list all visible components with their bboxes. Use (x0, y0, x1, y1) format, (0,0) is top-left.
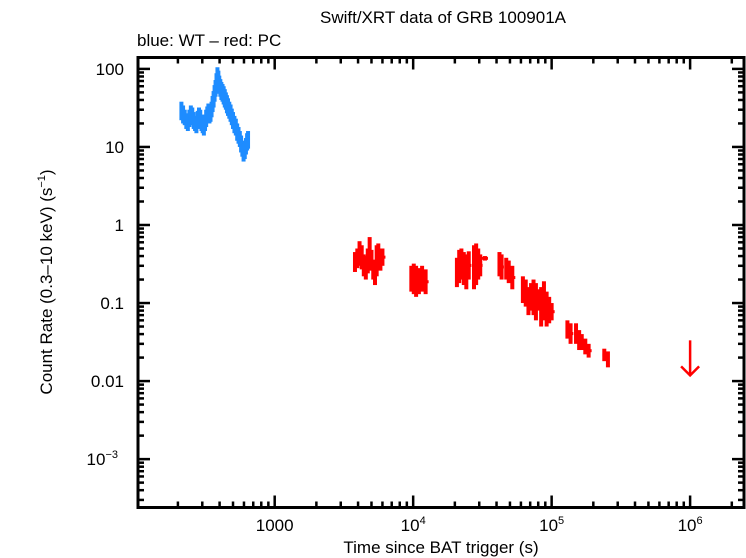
y-tick-label-base: 0.01 (91, 372, 124, 391)
x-tick-label: 105 (539, 515, 564, 535)
upper-limit-arrowhead (680, 365, 700, 378)
chart-title: Swift/XRT data of GRB 100901A (320, 8, 567, 27)
y-axis-label-close: ) (37, 169, 56, 175)
y-tick-label: 10−3 (87, 449, 118, 469)
y-axis-label-exponent: −1 (36, 175, 48, 188)
y-tick-label: 1 (115, 216, 124, 235)
y-tick-label: 0.1 (100, 294, 124, 313)
x-tick-label: 106 (678, 515, 703, 535)
data-layer (179, 67, 700, 378)
svg-text:Count Rate (0.3–10 keV) (s−1): Count Rate (0.3–10 keV) (s−1) (36, 169, 56, 394)
y-tick-label-base: 0.1 (100, 294, 124, 313)
chart-subtitle: blue: WT – red: PC (137, 31, 281, 50)
series-pc (352, 237, 700, 378)
x-axis-ticks (176, 57, 734, 508)
x-tick-label-exponent: 5 (558, 515, 564, 527)
x-tick-label-base: 10 (401, 516, 420, 535)
x-tick-label-exponent: 6 (697, 515, 703, 527)
y-tick-label: 0.01 (91, 372, 124, 391)
x-axis-tick-labels: 1000 104 105 106 (256, 515, 703, 535)
x-axis-label: Time since BAT trigger (s) (343, 538, 538, 557)
y-axis-label-main: Count Rate (0.3–10 keV) (s (37, 188, 56, 395)
y-axis-ticks (138, 67, 744, 502)
y-tick-label-exponent: −3 (105, 449, 118, 461)
x-tick-label-base: 1000 (256, 516, 294, 535)
y-tick-label: 100 (96, 60, 124, 79)
plot-frame (136, 56, 746, 509)
y-axis-label: Count Rate (0.3–10 keV) (s−1) (36, 169, 56, 394)
x-tick-label-base: 10 (678, 516, 697, 535)
x-tick-label-base: 10 (539, 516, 558, 535)
y-tick-label-base: 10 (105, 138, 124, 157)
x-tick-label: 104 (401, 515, 426, 535)
y-tick-label-base: 100 (96, 60, 124, 79)
series-wt (179, 67, 251, 162)
x-tick-label: 1000 (256, 516, 294, 535)
y-tick-label-base: 10 (87, 450, 106, 469)
y-tick-label-base: 1 (115, 216, 124, 235)
x-tick-label-exponent: 4 (420, 515, 426, 527)
y-tick-label: 10 (105, 138, 124, 157)
